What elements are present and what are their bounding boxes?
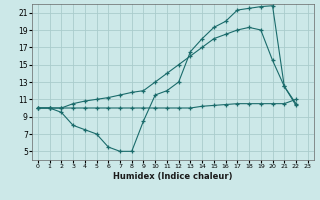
X-axis label: Humidex (Indice chaleur): Humidex (Indice chaleur) [113,172,233,181]
